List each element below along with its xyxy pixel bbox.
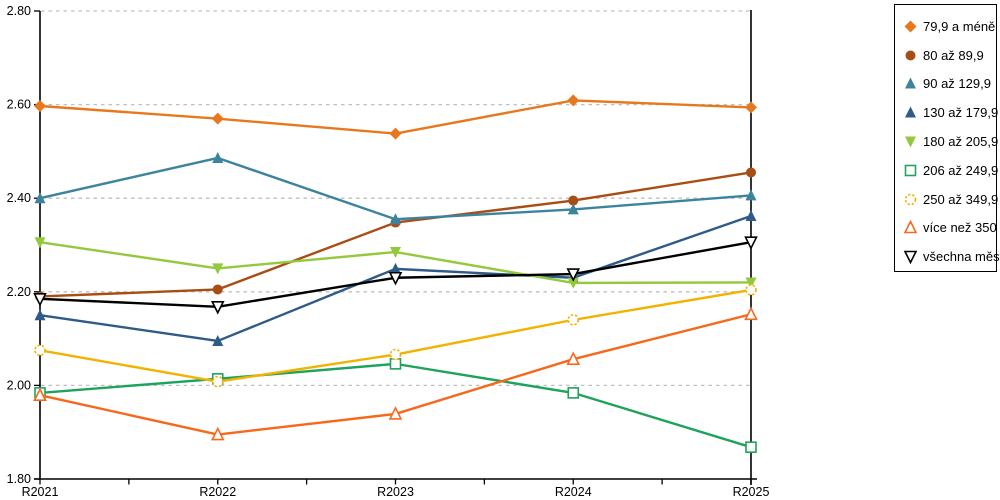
x-axis-tick-label: R2023 bbox=[377, 485, 414, 499]
series-marker bbox=[34, 237, 46, 249]
legend-item: 206 až 249,9 bbox=[903, 156, 999, 185]
circle-open-dashed-legend-icon bbox=[904, 193, 917, 205]
series-marker bbox=[566, 351, 581, 365]
x-axis-tick-label: R2024 bbox=[555, 485, 592, 499]
series-marker bbox=[904, 193, 917, 205]
y-axis-tick-label: 2.20 bbox=[7, 285, 31, 299]
series-marker bbox=[744, 236, 758, 250]
series-marker bbox=[567, 314, 580, 326]
legend-item: 79,9 a méně bbox=[903, 12, 996, 41]
legend-item-label: více než 350 bbox=[923, 220, 997, 236]
series-marker bbox=[210, 300, 225, 315]
x-axis-tick-label: R2022 bbox=[199, 485, 236, 499]
series-marker bbox=[34, 100, 46, 113]
series-marker bbox=[903, 220, 918, 234]
series-marker bbox=[567, 94, 580, 107]
legend-item-label: 206 až 249,9 bbox=[923, 162, 999, 178]
series-marker bbox=[904, 20, 917, 33]
triangle-up-legend-icon bbox=[905, 106, 916, 118]
legend-item: více než 350 bbox=[903, 213, 997, 242]
legend-item: 130 až 179,9 bbox=[903, 98, 999, 127]
series-marker bbox=[33, 293, 47, 307]
series-marker bbox=[745, 441, 757, 453]
series-marker bbox=[389, 358, 402, 370]
y-axis-tick-label: 2.00 bbox=[7, 378, 31, 392]
series-marker bbox=[567, 277, 579, 289]
legend-item-label: 90 až 129,9 bbox=[923, 76, 991, 92]
y-axis-tick-label: 2.80 bbox=[7, 4, 31, 18]
legend-item-label: všechna města bbox=[923, 249, 1000, 265]
series-marker bbox=[745, 284, 757, 296]
series-marker bbox=[905, 136, 916, 148]
diamond-legend-icon bbox=[904, 20, 917, 33]
series-marker bbox=[390, 262, 401, 274]
series-marker bbox=[567, 203, 579, 215]
series-marker bbox=[388, 406, 403, 420]
series-marker bbox=[745, 189, 757, 201]
legend-item-label: 79,9 a méně bbox=[923, 18, 996, 34]
series-marker bbox=[744, 306, 758, 321]
series-marker bbox=[567, 387, 580, 399]
x-axis-tick-label: R2021 bbox=[22, 485, 59, 499]
legend-item: 80 až 89,9 bbox=[903, 41, 996, 70]
series-marker bbox=[389, 127, 402, 140]
legend-item: 180 až 205,9 bbox=[903, 127, 999, 156]
series-marker bbox=[903, 250, 918, 265]
triangle-up-legend-icon bbox=[905, 77, 916, 89]
legend-item: všechna města bbox=[903, 242, 1000, 271]
series-marker bbox=[745, 209, 757, 221]
series-marker bbox=[905, 50, 916, 61]
legend-item-label: 180 až 205,9 bbox=[923, 134, 999, 150]
series-marker bbox=[212, 151, 224, 163]
series-marker bbox=[904, 164, 917, 177]
y-axis-tick-label: 2.40 bbox=[7, 191, 31, 205]
series-marker bbox=[211, 375, 224, 388]
x-axis-tick-label: R2025 bbox=[733, 485, 770, 499]
series-marker bbox=[212, 263, 224, 275]
legend-item: 90 až 129,9 bbox=[903, 70, 996, 99]
triangle-down-open-legend-icon bbox=[903, 250, 918, 265]
series-marker bbox=[746, 167, 756, 178]
series-marker bbox=[905, 106, 916, 118]
series-marker bbox=[34, 344, 46, 357]
y-axis-tick-label: 1.80 bbox=[7, 472, 31, 486]
series-line-5 bbox=[38, 362, 753, 449]
series-marker bbox=[745, 101, 757, 114]
y-axis-tick-label: 2.60 bbox=[7, 98, 31, 112]
series-marker bbox=[34, 192, 46, 204]
legend-item-label: 80 až 89,9 bbox=[923, 47, 984, 63]
series-marker bbox=[566, 268, 581, 282]
legend: 79,9 a méně 80 až 89,9 90 až 129,9 130 a… bbox=[894, 4, 1000, 272]
square-open-legend-icon bbox=[904, 164, 917, 177]
series-marker bbox=[389, 348, 402, 361]
circle-legend-icon bbox=[905, 50, 916, 61]
series-marker bbox=[568, 195, 579, 206]
series-marker bbox=[33, 387, 47, 402]
series-marker bbox=[388, 271, 403, 286]
triangle-down-legend-icon bbox=[905, 136, 916, 148]
legend-item-label: 130 až 179,9 bbox=[923, 105, 999, 121]
series-marker bbox=[745, 277, 757, 289]
series-marker bbox=[212, 334, 224, 346]
series-marker bbox=[34, 309, 46, 321]
series-marker bbox=[212, 284, 223, 295]
triangle-up-open-legend-icon bbox=[903, 220, 918, 234]
series-marker bbox=[905, 77, 916, 89]
series-marker bbox=[210, 426, 225, 441]
legend-item-label: 250 až 349,9 bbox=[923, 191, 999, 207]
legend-item: 250 až 349,9 bbox=[903, 185, 999, 214]
series-marker bbox=[390, 247, 401, 259]
series-marker bbox=[211, 112, 224, 125]
series-marker bbox=[390, 213, 401, 225]
